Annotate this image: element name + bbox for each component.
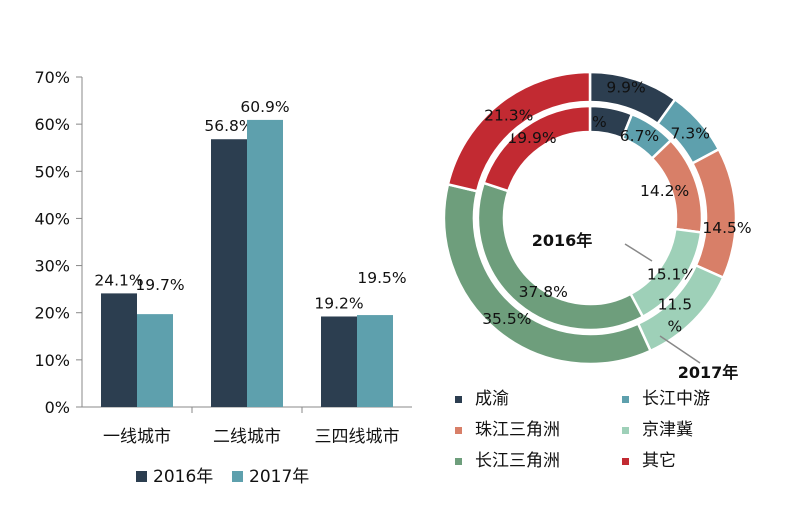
bar-2017年-三四线城市 [357,315,393,407]
donut-outer-slice-其它 [446,70,592,193]
bar-chart: 0% 10% 20% 30% 40% 50% 60% 70% 一线城市 24.1%19.7% 二线城… [34,68,412,487]
legend-swatch-2016年 [136,471,147,482]
legend-label: 成渝 [475,389,509,409]
bar-data-label: 19.2% [314,294,363,312]
legend-swatch-长江三角洲 [455,458,462,465]
legend-swatch-京津冀 [622,427,629,434]
donut-data-label: 35.5% [482,310,531,328]
legend-label: 珠江三角洲 [475,420,560,440]
y-tick-label: 70% [34,68,70,87]
donut-inner-slice-其它 [482,104,592,193]
legend-label: 长江中游 [642,389,710,409]
donut-data-label: 6.7% [620,127,659,145]
bar-data-label: 56.8% [204,117,253,135]
y-tick-label: 30% [34,257,70,276]
legend-label: 长江三角洲 [475,451,560,471]
bar-data-label: 19.7% [135,276,184,294]
donut-data-label: 21.3% [484,106,533,124]
bar-data-label: 24.1% [94,271,143,289]
x-category-label: 一线城市 [103,427,171,447]
x-category-label: 二线城市 [213,427,281,447]
y-tick-label: 50% [34,162,70,181]
legend-swatch-珠江三角洲 [455,427,462,434]
y-tick-label: 0% [45,398,70,417]
donut-data-label: 19.9% [507,129,556,147]
annotation-2017: 2017年 [678,363,739,382]
legend-swatch-成渝 [455,396,462,403]
bar-2016年-二线城市 [211,139,247,407]
legend-label: 其它 [642,451,676,471]
legend-label: 2016年 [153,467,213,487]
donut-chart: 6.1%6.7%14.2%15.1%37.8%19.9%9.9%7.3%14.5… [442,70,752,471]
legend-swatch-2017年 [232,471,243,482]
bar-2017年-一线城市 [137,314,173,407]
donut-data-label: 9.9% [606,78,645,96]
donut-data-label: 37.8% [519,283,568,301]
x-category-label: 三四线城市 [315,427,400,447]
legend-swatch-其它 [622,458,629,465]
legend-swatch-长江中游 [622,396,629,403]
donut-data-label: 15.1% [647,265,696,283]
bar-data-label: 19.5% [357,269,406,287]
annotation-leader-2017 [659,335,701,364]
y-tick-label: 40% [34,209,70,228]
y-tick-label: 60% [34,115,70,134]
donut-data-label: 14.5% [702,219,751,237]
bar-2016年-一线城市 [101,293,137,407]
donut-data-label-suffix: % [668,317,683,335]
bar-2017年-二线城市 [247,119,283,408]
legend-label: 2017年 [249,467,309,487]
bar-2016年-三四线城市 [321,316,357,407]
y-tick-label: 10% [34,351,70,370]
donut-data-label: 14.2% [640,182,689,200]
donut-outer-slice-长江三角洲 [442,182,653,366]
y-tick-label: 20% [34,304,70,323]
donut-data-label: 11.5 [658,295,693,313]
bar-data-label: 60.9% [240,98,289,116]
annotation-2016: 2016年 [532,231,593,250]
donut-data-label: 7.3% [671,125,710,143]
legend-label: 京津冀 [642,420,693,440]
annotation-leader-2016 [624,243,653,262]
